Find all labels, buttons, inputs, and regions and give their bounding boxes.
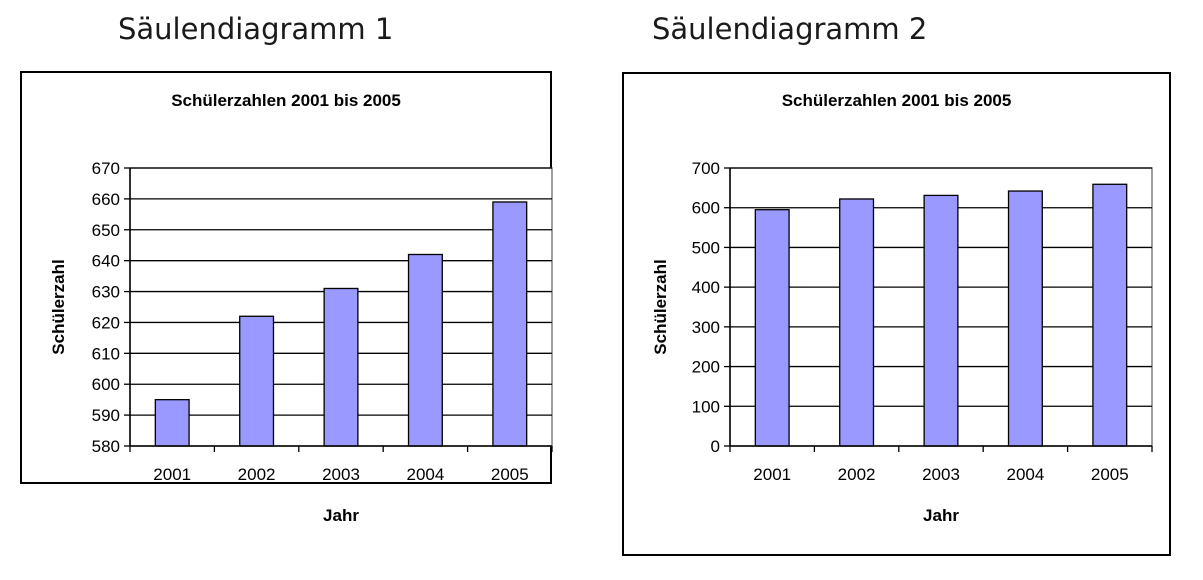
- chart-1-x-tick-label: 2005: [491, 465, 529, 484]
- chart-2-y-axis-title: Schülerzahl: [651, 259, 670, 354]
- chart-1-heading: Säulendiagramm 1: [118, 12, 394, 46]
- chart-1-x-tick-label: 2003: [322, 465, 360, 484]
- chart-1-bar-2004: [407, 253, 443, 447]
- chart-2-bar-2001: [754, 209, 790, 447]
- chart-2-bar-2005: [1092, 183, 1128, 447]
- chart-1-x-tick-label: 2002: [238, 465, 276, 484]
- chart-2-y-tick-label: 100: [692, 397, 720, 416]
- chart-2-bar-2002: [839, 198, 875, 447]
- chart-1-y-tick-label: 580: [92, 437, 120, 456]
- chart-2-title: Schülerzahlen 2001 bis 2005: [782, 91, 1012, 110]
- chart-1-y-tick-label: 650: [92, 221, 120, 240]
- chart-1-bar-2005: [492, 201, 528, 447]
- chart-2-bar-2004: [1007, 190, 1043, 447]
- chart-1-bar-2001: [154, 399, 190, 447]
- chart-1-bar-2002: [239, 315, 275, 447]
- chart-2-x-tick-label: 2003: [922, 465, 960, 484]
- chart-2-y-tick-label: 400: [692, 278, 720, 297]
- chart-1-x-axis-title: Jahr: [323, 506, 359, 525]
- chart-1-y-tick-label: 620: [92, 313, 120, 332]
- chart-1-y-axis-title: Schülerzahl: [49, 259, 68, 354]
- chart-2-y-tick-label: 0: [711, 437, 720, 456]
- chart-2-x-tick-label: 2001: [753, 465, 791, 484]
- chart-2-x-axis-title: Jahr: [923, 506, 959, 525]
- chart-1-y-tick-label: 610: [92, 344, 120, 363]
- chart-1-y-tick-label: 590: [92, 406, 120, 425]
- chart-2-x-tick-label: 2004: [1006, 465, 1044, 484]
- chart-2-y-tick-label: 700: [692, 159, 720, 178]
- chart-2-heading: Säulendiagramm 2: [652, 12, 928, 46]
- chart-1-bar-2003: [323, 287, 359, 447]
- chart-2-bar-2003: [923, 194, 959, 447]
- chart-1-title: Schülerzahlen 2001 bis 2005: [171, 91, 401, 110]
- chart-1-x-tick-label: 2001: [153, 465, 191, 484]
- chart-1-x-tick-label: 2004: [406, 465, 444, 484]
- chart-2-y-tick-label: 200: [692, 358, 720, 377]
- chart-2-y-tick-label: 300: [692, 318, 720, 337]
- chart-1-y-tick-label: 660: [92, 190, 120, 209]
- chart-1-y-tick-label: 630: [92, 283, 120, 302]
- chart-1-y-tick-label: 670: [92, 159, 120, 178]
- chart-2-x-tick-label: 2005: [1091, 465, 1129, 484]
- chart-1-y-tick-label: 640: [92, 252, 120, 271]
- chart-2-y-tick-label: 500: [692, 238, 720, 257]
- chart-2-x-tick-label: 2002: [838, 465, 876, 484]
- chart-1-y-tick-label: 600: [92, 375, 120, 394]
- chart-2-y-tick-label: 600: [692, 199, 720, 218]
